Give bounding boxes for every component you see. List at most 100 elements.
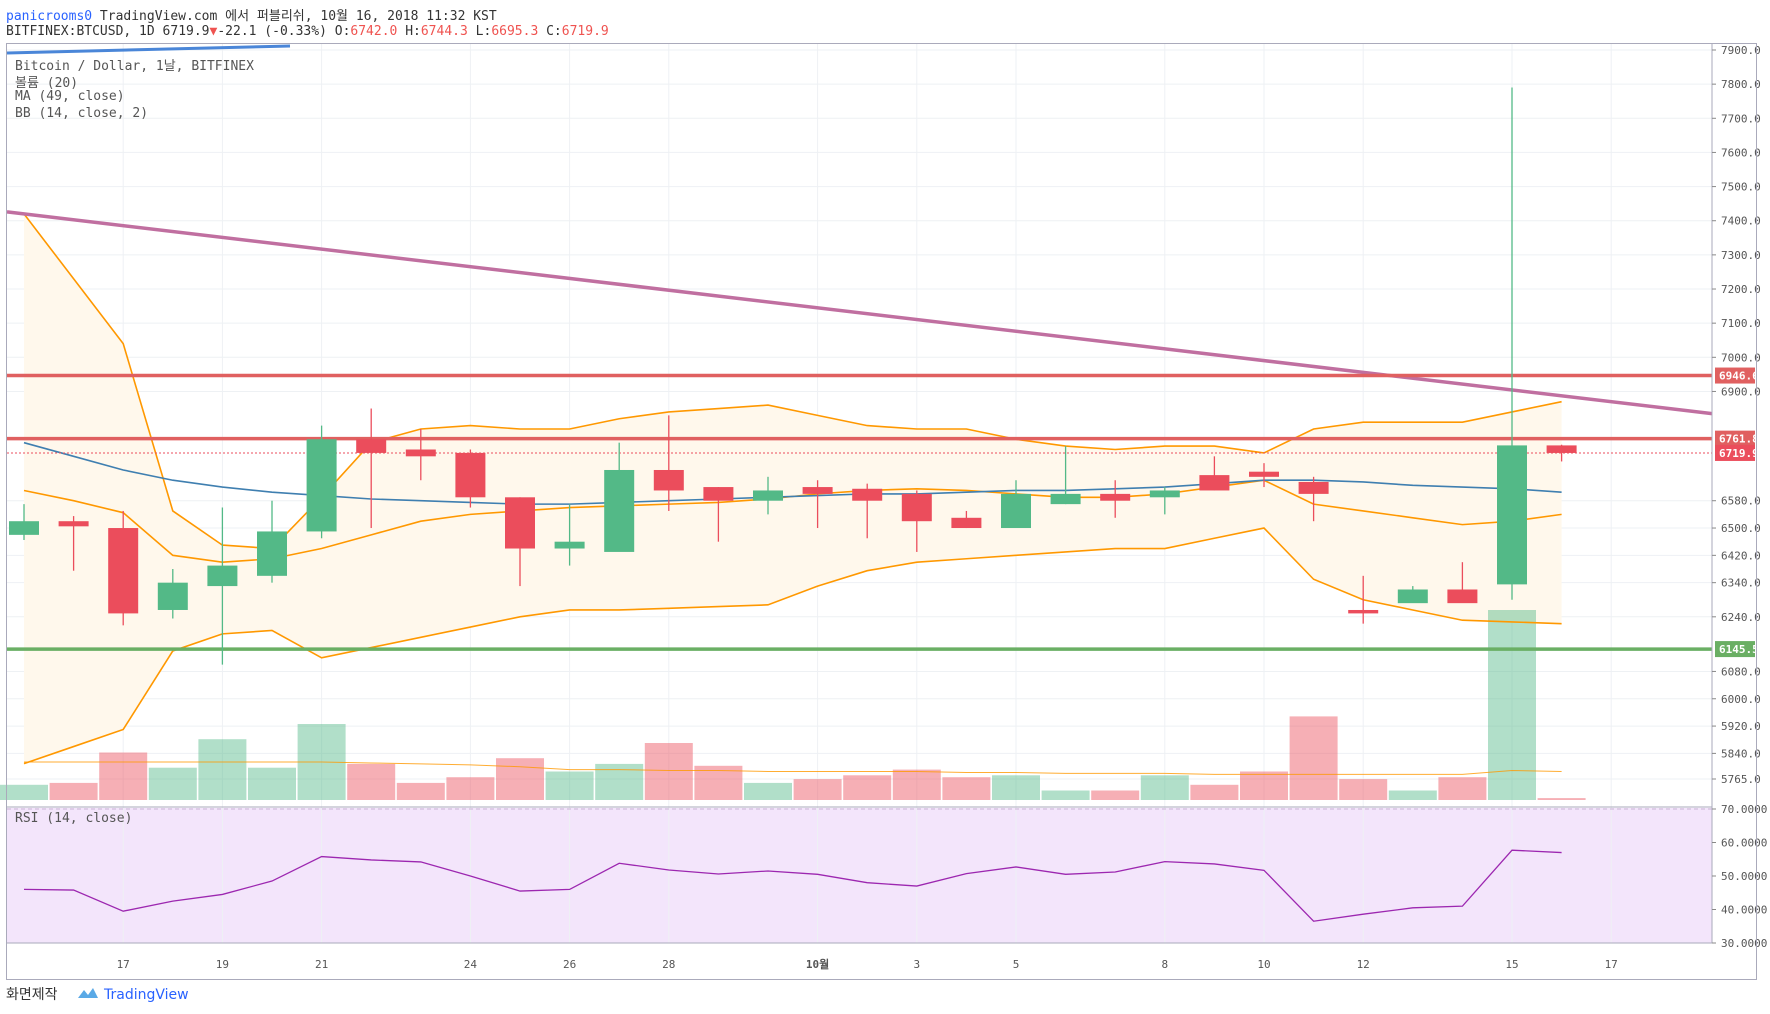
time-tick-label: 26 [563, 958, 576, 971]
volume-bar [1240, 771, 1288, 800]
price-tick-label: 7700.0 [1721, 112, 1761, 125]
candle-body [1050, 493, 1081, 505]
candle-body [753, 490, 783, 501]
candle-body [703, 487, 734, 501]
price-tick-label: 7300.0 [1721, 249, 1761, 262]
level-price-tag [1715, 367, 1755, 384]
volume-bar [1190, 784, 1239, 800]
candle-body [58, 521, 89, 527]
level-price-tag-label: 6761.8 [1719, 433, 1759, 446]
candle-body [1397, 589, 1428, 604]
candle-body [1298, 481, 1329, 494]
price-tick-label: 6500.0 [1721, 522, 1761, 535]
header-publish-line: panicrooms0 TradingView.com 에서 퍼블리쉬, 10월… [6, 5, 497, 24]
volume-bar [1289, 716, 1338, 800]
low-value: 6695.3 [491, 24, 539, 39]
last-price-tag-label: 6719.9 [1719, 447, 1759, 460]
time-tick-label: 17 [117, 958, 130, 971]
candle-body [1100, 493, 1131, 501]
candle-body [455, 452, 486, 498]
price-tick-label: 6000.0 [1721, 693, 1761, 706]
time-tick-label: 5 [1013, 958, 1020, 971]
candle-body [157, 582, 188, 610]
candle-body [356, 439, 387, 453]
time-tick-label: 21 [315, 958, 328, 971]
volume-bar [644, 743, 693, 800]
price-tick-label: 6080.0 [1721, 665, 1761, 678]
volume-bar [347, 763, 396, 800]
legend-ma: MA (49, close) [15, 89, 125, 104]
price-tick-label: 7100.0 [1721, 317, 1761, 330]
bb-lower-line [23, 527, 1562, 765]
time-tick-label: 17 [1605, 958, 1618, 971]
candle-body [852, 488, 883, 501]
candle-body [9, 521, 39, 535]
price-tick-label: 7200.0 [1721, 283, 1761, 296]
tradingview-brand-link[interactable]: TradingView [103, 987, 189, 1003]
volume-bar [496, 758, 544, 800]
rsi-tick-label: 30.0000 [1721, 937, 1767, 950]
rsi-line [23, 849, 1562, 922]
volume-bar [1339, 779, 1388, 800]
price-tick-label: 7000.0 [1721, 351, 1761, 364]
rsi-tick-label: 60.0000 [1721, 837, 1767, 850]
volume-bar [942, 777, 991, 800]
volume-bar [1438, 777, 1487, 800]
made-with-label: 화면제작 [6, 987, 58, 1003]
rsi-tick-label: 50.0000 [1721, 870, 1767, 883]
volume-bar [148, 767, 197, 800]
publisher-username[interactable]: panicrooms0 [6, 9, 93, 24]
price-tick-label: 7900.0 [1721, 44, 1761, 57]
time-tick-label: 19 [216, 958, 229, 971]
time-tick-label: 15 [1505, 958, 1518, 971]
volume-bar [446, 777, 495, 800]
time-tick-label: 3 [913, 958, 920, 971]
price-change: -22.1 (-0.33%) [217, 24, 327, 39]
price-tick-label: 6580.0 [1721, 495, 1761, 508]
candle-body [405, 449, 436, 457]
volume-bar [248, 767, 296, 800]
candle-body [1001, 493, 1031, 529]
last-price: 6719.9 [162, 24, 210, 39]
rsi-tick-label: 40.0000 [1721, 904, 1767, 917]
candle-body [1199, 475, 1230, 491]
price-tick-label: 7600.0 [1721, 146, 1761, 159]
volume-bar [793, 779, 842, 800]
volume-bar [1041, 790, 1090, 800]
candle-body [1348, 609, 1379, 614]
rsi-background [7, 808, 1712, 943]
volume-bar [1537, 798, 1586, 800]
header-ohlc-line: BITFINEX:BTCUSD, 1D 6719.9▼-22.1 (-0.33%… [6, 24, 609, 39]
candle-body [1546, 445, 1577, 453]
blue-trend-line [6, 44, 291, 55]
price-tick-label: 7400.0 [1721, 215, 1761, 228]
legend-rsi: RSI (14, close) [15, 811, 133, 826]
legend-bb: BB (14, close, 2) [15, 106, 149, 121]
volume-bar [99, 752, 148, 800]
price-tick-label: 5920.0 [1721, 720, 1761, 733]
price-tick-label: 5765.0 [1721, 773, 1761, 786]
volume-bar [892, 769, 941, 800]
price-tick-label: 6900.0 [1721, 385, 1761, 398]
time-tick-label: 10월 [806, 957, 829, 971]
candle-body [653, 469, 684, 491]
candle-body [604, 469, 635, 552]
close-value: 6719.9 [561, 24, 609, 39]
price-tick-label: 6420.0 [1721, 549, 1761, 562]
volume-ma-line [24, 761, 1562, 775]
volume-bar [843, 775, 892, 800]
legend-volume: 볼륨 (20) [15, 76, 79, 91]
volume-bar [992, 775, 1040, 800]
open-label: O: [334, 24, 351, 39]
candle-body [108, 528, 139, 614]
candle-body [257, 531, 287, 576]
level-price-tag [1715, 641, 1755, 658]
price-tick-label: 7800.0 [1721, 78, 1761, 91]
volume-bar [1388, 790, 1437, 800]
time-tick-label: 24 [464, 958, 478, 971]
candle-body [1149, 490, 1180, 498]
time-tick-label: 28 [662, 958, 675, 971]
candle-body [901, 493, 932, 522]
candle-body [1497, 445, 1527, 585]
